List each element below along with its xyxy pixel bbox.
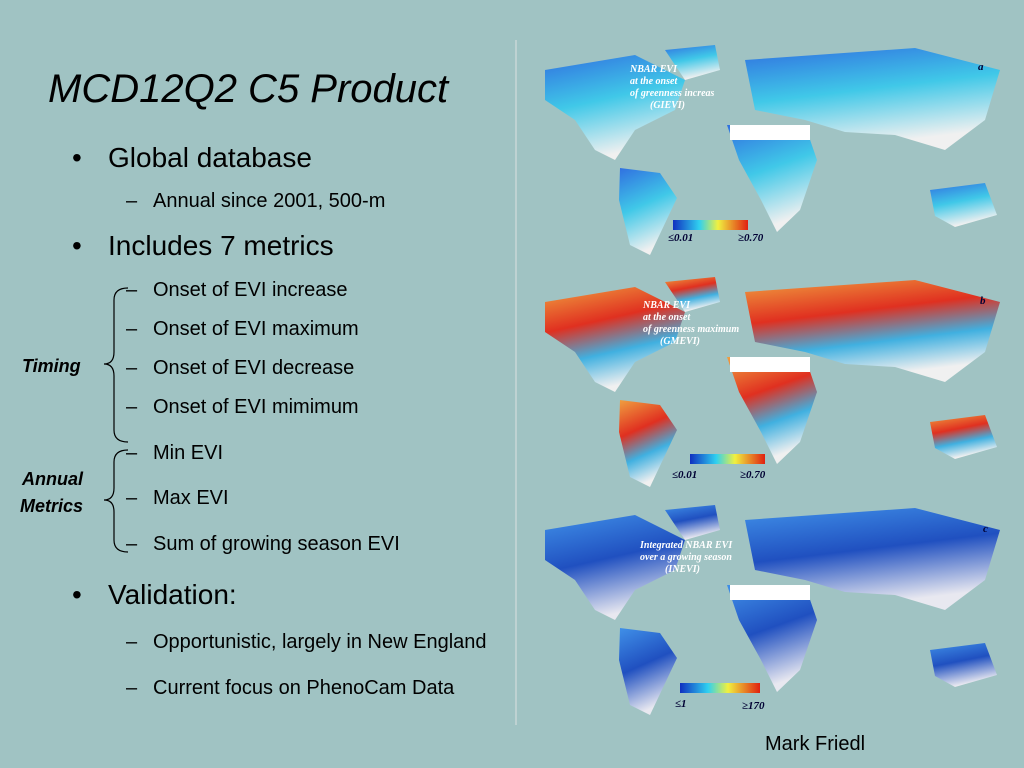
scale-label: ≤0.01 bbox=[672, 469, 697, 481]
panel-letter: c bbox=[983, 523, 988, 535]
color-scale bbox=[690, 454, 765, 464]
map-desert bbox=[730, 357, 810, 372]
map-panel: NBAR EVI at the onset of greenness incre… bbox=[545, 45, 1000, 255]
map-caption: at the onset bbox=[630, 76, 678, 87]
color-scale bbox=[680, 683, 760, 693]
subitem: Onset of EVI mimimum bbox=[153, 396, 359, 418]
author: Mark Friedl bbox=[765, 733, 865, 755]
dash: – bbox=[126, 279, 138, 301]
bullet: Validation: bbox=[108, 579, 237, 610]
map-caption: (GIEVI) bbox=[650, 100, 685, 111]
slide-title: MCD12Q2 C5 Product bbox=[48, 67, 450, 111]
dash: – bbox=[126, 442, 138, 464]
map-caption: Integrated NBAR EVI bbox=[639, 540, 733, 551]
bullet: Includes 7 metrics bbox=[108, 230, 334, 261]
color-scale bbox=[673, 220, 748, 230]
subitem-list: – Annual since 2001, 500-m – Onset of EVI … bbox=[126, 190, 487, 699]
dash: – bbox=[126, 487, 138, 509]
bracket-label: Metrics bbox=[20, 496, 83, 516]
scale-label: ≤0.01 bbox=[668, 232, 693, 244]
subitem: Onset of EVI decrease bbox=[153, 357, 354, 379]
bracket-labels: Timing Annual Metrics bbox=[20, 356, 84, 516]
map-caption: (GMEVI) bbox=[660, 336, 700, 347]
dash: – bbox=[126, 533, 138, 555]
scale-label: ≤1 bbox=[675, 698, 687, 710]
subitem: Sum of growing season EVI bbox=[153, 533, 400, 555]
dash: – bbox=[126, 631, 138, 653]
bullet-list: • Global database • Includes 7 metrics •… bbox=[72, 142, 334, 610]
dash: – bbox=[126, 677, 138, 699]
scale-label: ≥0.70 bbox=[738, 232, 764, 244]
bullet-dot: • bbox=[72, 230, 82, 261]
scale-label: ≥0.70 bbox=[740, 469, 766, 481]
subitem: Min EVI bbox=[153, 442, 223, 464]
map-land bbox=[545, 45, 1000, 255]
bracket-label: Annual bbox=[21, 469, 84, 489]
subitem: Opportunistic, largely in New England bbox=[153, 631, 487, 653]
brace bbox=[103, 449, 129, 553]
dash: – bbox=[126, 357, 138, 379]
panel-letter: b bbox=[980, 295, 986, 307]
panel-letter: a bbox=[978, 61, 984, 73]
map-panel: NBAR EVI at the onset of greenness maxim… bbox=[545, 277, 1000, 487]
map-caption: of greenness maximum bbox=[643, 324, 739, 335]
scale-label: ≥170 bbox=[742, 700, 765, 712]
map-land bbox=[545, 277, 1000, 487]
subitem: Current focus on PhenoCam Data bbox=[153, 677, 455, 699]
bullet: Global database bbox=[108, 142, 312, 173]
bullet-dot: • bbox=[72, 579, 82, 610]
map-caption: NBAR EVI bbox=[629, 64, 678, 75]
map-desert bbox=[730, 585, 810, 600]
bullet-dot: • bbox=[72, 142, 82, 173]
subitem: Annual since 2001, 500-m bbox=[153, 190, 385, 212]
map-caption: at the onset bbox=[643, 312, 691, 323]
subitem: Onset of EVI increase bbox=[153, 279, 348, 301]
dash: – bbox=[126, 318, 138, 340]
map-caption: over a growing season bbox=[640, 552, 732, 563]
subitem: Max EVI bbox=[153, 487, 229, 509]
map-desert bbox=[730, 125, 810, 140]
dash: – bbox=[126, 190, 138, 212]
map-caption: (INEVI) bbox=[665, 564, 700, 575]
bracket-label: Timing bbox=[22, 356, 81, 376]
map-panel: Integrated NBAR EVI over a growing seaso… bbox=[545, 505, 1000, 715]
brace bbox=[103, 287, 129, 443]
subitem: Onset of EVI maximum bbox=[153, 318, 359, 340]
map-caption: of greenness increas bbox=[630, 88, 715, 99]
dash: – bbox=[126, 396, 138, 418]
map-caption: NBAR EVI bbox=[642, 300, 691, 311]
map-land bbox=[545, 505, 1000, 715]
